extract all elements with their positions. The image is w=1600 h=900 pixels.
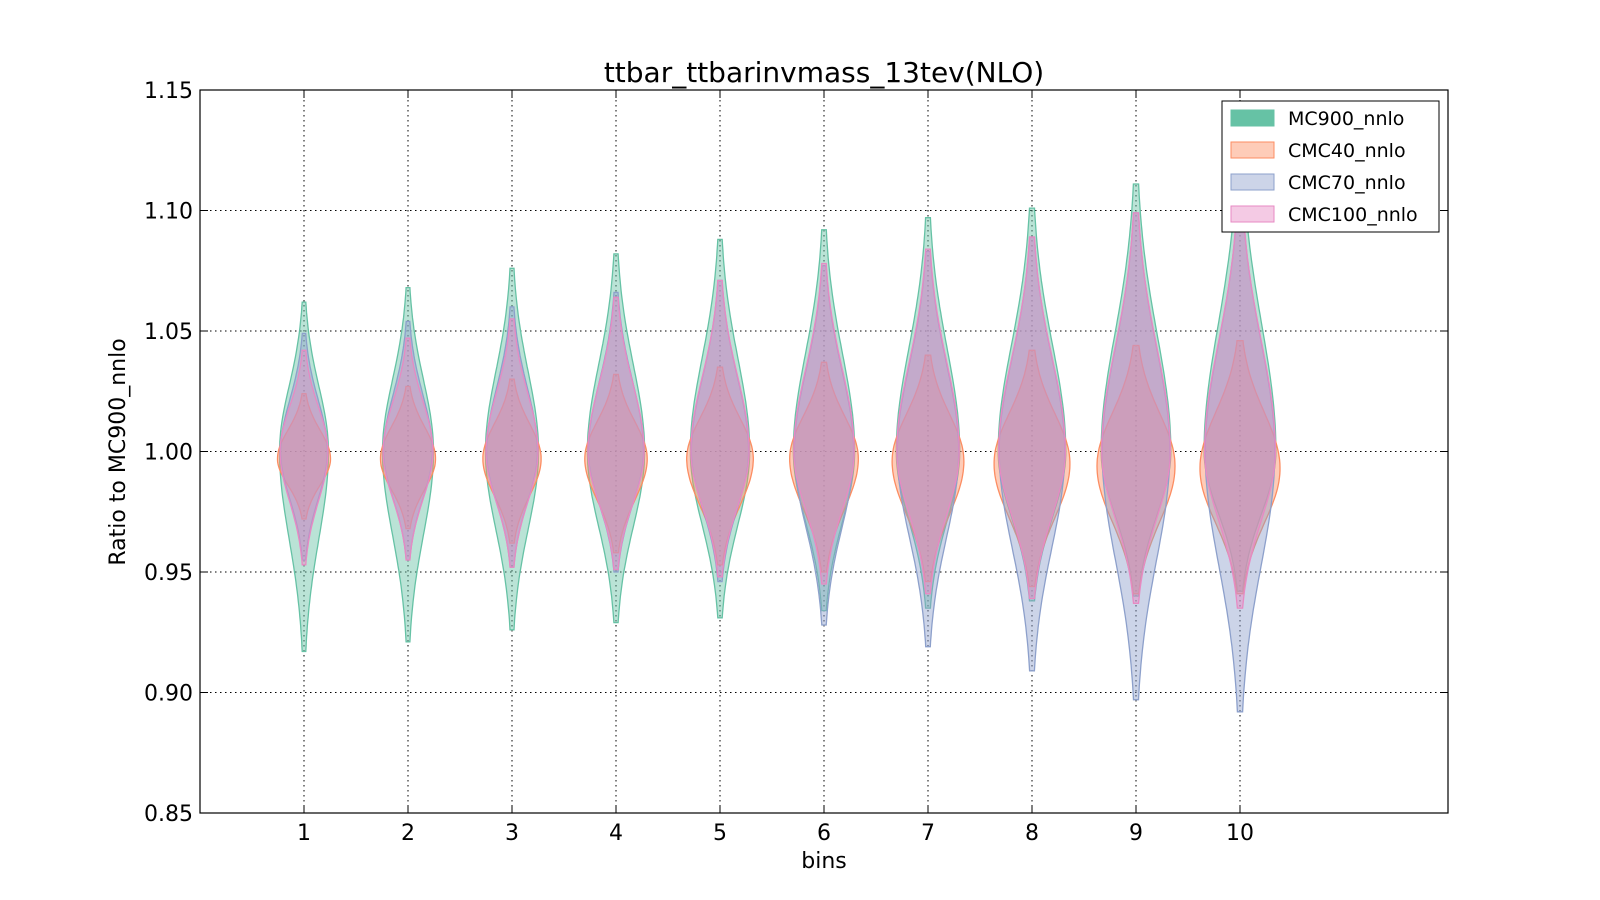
violin-cmc100-bin-5 — [690, 279, 750, 578]
violin-cmc100-bin-6 — [793, 262, 855, 585]
y-axis-label: Ratio to MC900_nnlo — [106, 338, 131, 565]
violin-cmc70-bin-1 — [279, 332, 329, 561]
violin-mc900-bin-1 — [278, 301, 330, 653]
violin-mc900-bin-2 — [381, 286, 435, 643]
violin-cmc100-bin-1 — [279, 349, 329, 566]
legend-label-cmc100: CMC100_nnlo — [1288, 204, 1418, 226]
violin-layer — [276, 161, 1281, 713]
violin-series-cmc70 — [279, 200, 1276, 713]
y-tick-label: 1.15 — [144, 79, 193, 104]
violin-cmc40-bin-3 — [482, 378, 542, 544]
y-tick-label: 0.90 — [144, 682, 193, 707]
violin-mc900-bin-4 — [586, 253, 646, 624]
legend-swatch-cmc100 — [1230, 205, 1275, 223]
y-tick-label: 1.00 — [144, 441, 193, 466]
x-tick-label: 5 — [713, 821, 727, 846]
violin-cmc100-bin-2 — [382, 337, 434, 561]
y-tick-label: 0.95 — [144, 561, 193, 586]
legend-swatch-cmc40 — [1230, 141, 1275, 159]
violin-cmc40-bin-4 — [584, 373, 648, 554]
x-tick-label: 2 — [401, 821, 415, 846]
violin-mc900-bin-3 — [484, 267, 540, 631]
legend-label-cmc70: CMC70_nnlo — [1288, 172, 1406, 194]
y-tick-label: 1.05 — [144, 320, 193, 345]
violin-series-cmc40 — [276, 339, 1281, 595]
violin-cmc100-bin-9 — [1101, 212, 1171, 604]
violin-series-mc900 — [278, 161, 1277, 653]
x-tick-label: 9 — [1129, 821, 1143, 846]
x-tick-label: 6 — [817, 821, 831, 846]
x-tick-label: 10 — [1226, 821, 1254, 846]
x-tick-label: 4 — [609, 821, 623, 846]
x-tick-label: 7 — [921, 821, 935, 846]
chart-title: ttbar_ttbarinvmass_13tev(NLO) — [604, 56, 1044, 89]
violin-series-cmc100 — [279, 200, 1277, 609]
violin-cmc40-bin-5 — [686, 366, 754, 566]
y-tick-label: 0.85 — [144, 802, 193, 827]
legend-swatch-cmc70 — [1230, 173, 1275, 191]
violin-cmc100-bin-8 — [998, 236, 1066, 600]
x-tick-label: 8 — [1025, 821, 1039, 846]
violin-cmc100-bin-7 — [896, 248, 960, 595]
legend-label-mc900: MC900_nnlo — [1288, 108, 1404, 130]
legend-label-cmc40: CMC40_nnlo — [1288, 140, 1406, 162]
x-tick-label: 3 — [505, 821, 519, 846]
legend-swatch-mc900 — [1230, 109, 1275, 127]
x-axis-label: bins — [801, 849, 846, 874]
x-tick-label: 1 — [297, 821, 311, 846]
violin-cmc100-bin-4 — [587, 296, 645, 571]
violin-cmc100-bin-3 — [485, 318, 539, 568]
legend: MC900_nnlo CMC40_nnlo CMC70_nnlo CMC100_… — [1221, 100, 1440, 233]
y-tick-label: 1.10 — [144, 200, 193, 225]
axis-ticks: 0.85 0.90 0.95 1.00 1.05 1.10 1.15 1 2 3 4 5 6 7 8 9 10 — [144, 79, 1448, 846]
